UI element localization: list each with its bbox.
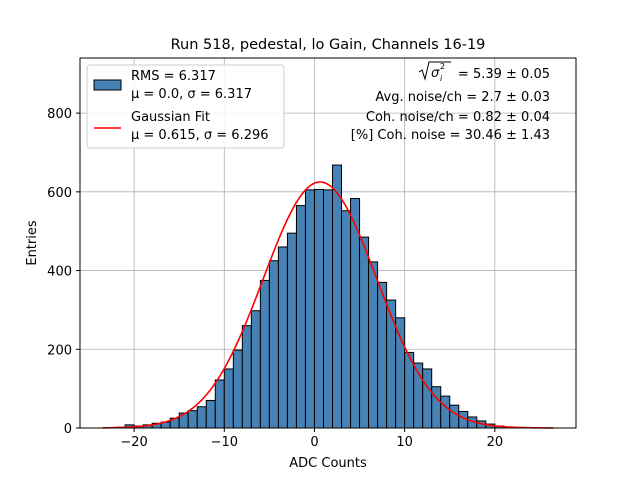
legend-label-fit-stats: μ = 0.615, σ = 6.296 — [131, 128, 269, 143]
x-tick-label: 0 — [310, 435, 318, 450]
y-tick-label: 400 — [47, 265, 72, 280]
sqrt-sigma-symbol: σ 2 i — [418, 61, 451, 83]
legend-swatch-histogram — [93, 79, 122, 91]
x-axis-label: ADC Counts — [289, 456, 367, 471]
y-tick-label: 200 — [47, 343, 72, 358]
histogram-bar — [286, 232, 297, 429]
histogram-bar — [295, 205, 306, 429]
histogram-bar — [368, 261, 379, 429]
x-tick-label: −10 — [211, 435, 238, 450]
chart-title: Run 518, pedestal, lo Gain, Channels 16-… — [171, 37, 486, 53]
y-tick-label: 0 — [64, 422, 72, 437]
coh-noise-pct-annotation: [%] Coh. noise = 30.46 ± 1.43 — [351, 128, 550, 143]
histogram-bar — [322, 189, 334, 429]
plot-frame — [79, 57, 577, 429]
histogram-bar — [268, 260, 279, 429]
histogram-bar — [386, 299, 397, 429]
legend-frame — [86, 64, 285, 149]
sigma-value: = 5.39 ± 0.05 — [458, 67, 550, 82]
legend: RMS = 6.317 μ = 0.0, σ = 6.317 Gaussian … — [86, 64, 285, 149]
histogram-bar — [304, 189, 315, 429]
histogram-bar — [250, 310, 261, 429]
histogram-bar — [449, 404, 460, 429]
histogram-bar — [341, 210, 352, 429]
y-tick-label: 800 — [47, 107, 72, 122]
svg-text:i: i — [440, 74, 443, 83]
x-tick-label: 10 — [396, 435, 413, 450]
histogram-bar — [187, 410, 198, 429]
noise-annotations: σ 2 i = 5.39 ± 0.05 Avg. noise/ch = 2.7 … — [351, 61, 550, 143]
legend-label-histogram-stats: μ = 0.0, σ = 6.317 — [131, 87, 252, 102]
histogram-bar — [277, 246, 288, 429]
legend-label-fit: Gaussian Fit — [131, 110, 210, 125]
histogram-bar — [377, 281, 388, 429]
histogram-bar — [223, 368, 234, 429]
y-axis-label: Entries — [25, 220, 40, 266]
legend-label-histogram: RMS = 6.317 — [131, 69, 216, 84]
histogram-bar — [422, 368, 433, 429]
histogram-bar — [313, 188, 324, 429]
histogram-bar — [395, 317, 406, 429]
histogram-bar — [196, 406, 207, 429]
avg-noise-annotation: Avg. noise/ch = 2.7 ± 0.03 — [375, 90, 550, 105]
svg-text:2: 2 — [440, 62, 445, 71]
x-tick-label: −20 — [120, 435, 147, 450]
x-axis-ticks: −20 −10 0 10 20 — [120, 428, 503, 450]
histogram-bar — [359, 236, 370, 429]
y-axis-ticks: 0 200 400 600 800 — [47, 107, 80, 437]
svg-text:σ: σ — [431, 66, 440, 81]
histogram-bar — [332, 164, 343, 429]
y-tick-label: 600 — [47, 186, 72, 201]
histogram-bar — [259, 279, 270, 429]
x-tick-label: 20 — [487, 435, 504, 450]
histogram-bar — [440, 395, 451, 429]
histogram-bar — [232, 349, 243, 429]
histogram-bar — [205, 399, 216, 429]
histogram-bar — [241, 325, 252, 429]
coh-noise-annotation: Coh. noise/ch = 0.82 ± 0.04 — [366, 110, 550, 125]
histogram-bars — [115, 164, 514, 429]
gaussian-fit-curve — [102, 181, 554, 429]
gaussian-fit-line — [102, 181, 554, 429]
histogram-bar — [214, 379, 225, 429]
